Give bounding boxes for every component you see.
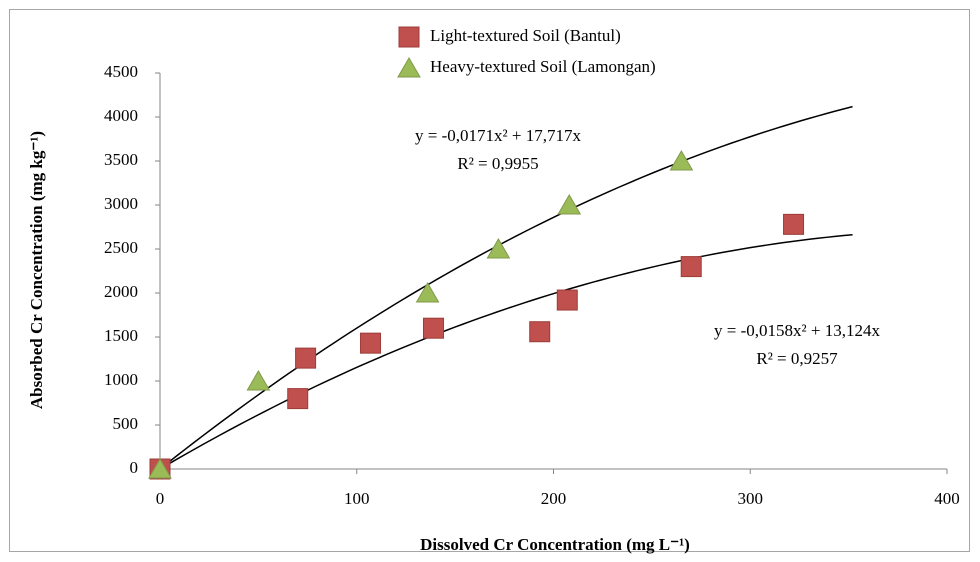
point bbox=[295, 347, 317, 369]
point bbox=[783, 213, 805, 235]
point bbox=[486, 238, 511, 259]
legend-marker bbox=[398, 26, 420, 48]
trend-r2: R² = 0,9955 bbox=[457, 154, 538, 173]
x-tick-label: 300 bbox=[738, 489, 764, 508]
trendline bbox=[159, 105, 853, 470]
point bbox=[669, 150, 694, 171]
legend-label: Heavy-textured Soil (Lamongan) bbox=[430, 57, 656, 76]
y-axis-title: Absorbed Cr Concentration (mg kg⁻¹) bbox=[27, 131, 46, 409]
chart-border bbox=[9, 9, 970, 552]
legend-label: Light-textured Soil (Bantul) bbox=[430, 26, 621, 45]
point bbox=[360, 332, 382, 354]
point bbox=[415, 282, 440, 303]
point bbox=[148, 458, 172, 479]
y-tick-label: 0 bbox=[130, 458, 139, 477]
y-tick-label: 2000 bbox=[104, 282, 138, 301]
x-tick-label: 0 bbox=[156, 489, 165, 508]
trendline bbox=[159, 234, 853, 470]
legend-marker bbox=[397, 57, 421, 78]
trend-equation: y = -0,0171x² + 17,717x bbox=[415, 126, 581, 145]
point bbox=[680, 256, 702, 278]
y-tick-label: 4500 bbox=[104, 62, 138, 81]
y-tick-label: 500 bbox=[113, 414, 139, 433]
point bbox=[246, 370, 271, 391]
y-tick-label: 4000 bbox=[104, 106, 138, 125]
y-tick-label: 2500 bbox=[104, 238, 138, 257]
trend-r2: R² = 0,9257 bbox=[756, 349, 838, 368]
y-tick-label: 3000 bbox=[104, 194, 138, 213]
point bbox=[287, 388, 309, 410]
point bbox=[422, 317, 444, 339]
x-tick-label: 400 bbox=[934, 489, 960, 508]
y-tick-label: 1500 bbox=[104, 326, 138, 345]
point bbox=[529, 321, 551, 343]
x-axis-title: Dissolved Cr Concentration (mg L⁻¹) bbox=[420, 535, 690, 554]
x-tick-label: 200 bbox=[541, 489, 567, 508]
x-tick-label: 100 bbox=[344, 489, 370, 508]
y-tick-label: 1000 bbox=[104, 370, 138, 389]
y-tick-label: 3500 bbox=[104, 150, 138, 169]
point bbox=[556, 289, 578, 311]
point bbox=[557, 194, 582, 215]
trend-equation: y = -0,0158x² + 13,124x bbox=[714, 321, 880, 340]
